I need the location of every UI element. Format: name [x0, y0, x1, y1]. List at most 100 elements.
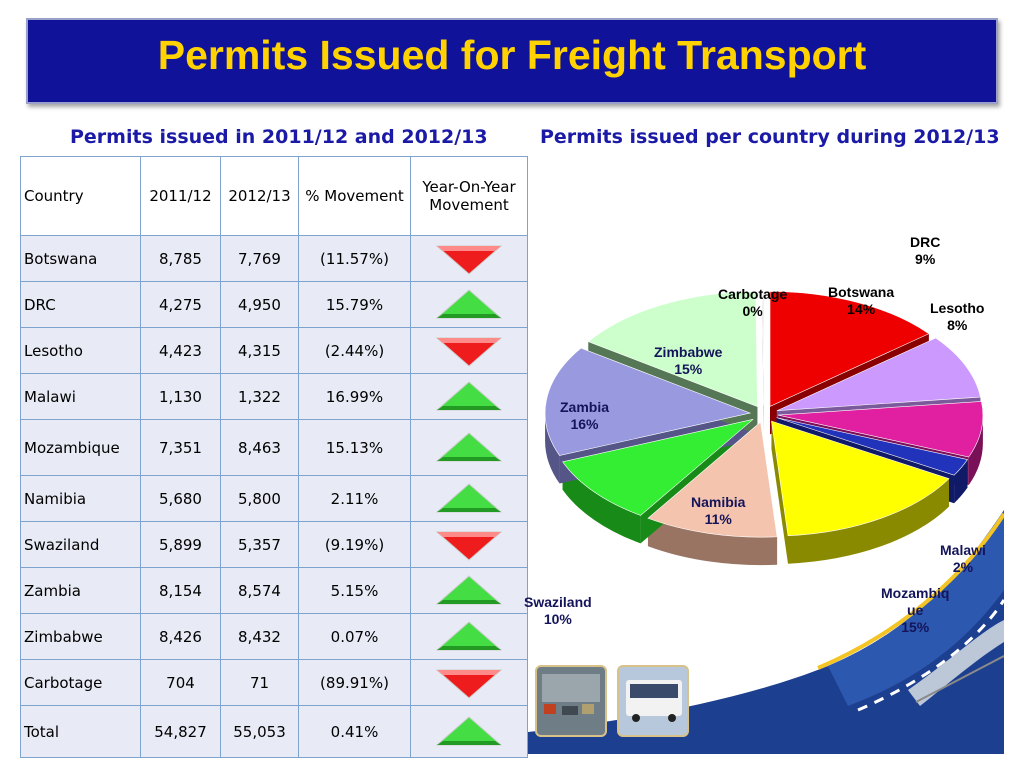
pie-label-carbotage-pct: 0% [742, 303, 763, 319]
pie-side-lesotho [968, 415, 983, 486]
trend-cell [410, 521, 528, 568]
up-arrow-icon [435, 574, 503, 604]
pie-label-lesotho: Lesotho 8% [930, 300, 984, 334]
table-title: Permits issued in 2011/12 and 2012/13 [70, 126, 488, 148]
page-title: Permits Issued for Freight Transport [157, 32, 867, 78]
value-2011-12: 5,680 [140, 475, 221, 522]
percent-movement: 15.13% [298, 419, 411, 476]
pie-chart-title: Permits issued per country during 2012/1… [540, 126, 1000, 148]
pie-label-namibia-pct: 11% [704, 511, 732, 527]
pie-slice-drc [776, 337, 981, 412]
table-row: Lesotho 4,423 4,315 (2.44%) [20, 327, 528, 374]
trend-cell [410, 705, 528, 758]
value-2012-13: 8,432 [220, 613, 299, 660]
value-2011-12: 8,426 [140, 613, 221, 660]
down-arrow-icon [435, 245, 503, 275]
pie-label-zambia-pct: 16% [570, 416, 599, 432]
value-2012-13: 7,769 [220, 235, 299, 282]
pie-label-drc-pct: 9% [915, 251, 936, 267]
table-row: Zimbabwe 8,426 8,432 0.07% [20, 613, 528, 660]
trend-cell [410, 327, 528, 374]
country-cell: DRC [20, 281, 141, 328]
country-cell: Lesotho [20, 327, 141, 374]
pie-slice-namibia [647, 421, 778, 538]
table-row: DRC 4,275 4,950 15.79% [20, 281, 528, 328]
pie-label-botswana-name: Botswana [828, 284, 895, 300]
percent-movement: 0.07% [298, 613, 411, 660]
value-2011-12: 704 [140, 659, 221, 706]
value-2011-12: 4,275 [140, 281, 221, 328]
country-cell: Zimbabwe [20, 613, 141, 660]
table-row: Zambia 8,154 8,574 5.15% [20, 567, 528, 614]
value-2012-13: 5,357 [220, 521, 299, 568]
percent-movement: 0.41% [298, 705, 411, 758]
pie-label-zimbabwe: Zimbabwe 15% [654, 344, 722, 378]
country-cell: Zambia [20, 567, 141, 614]
pie-side-namibia [647, 518, 778, 566]
value-2012-13: 71 [220, 659, 299, 706]
pie-label-malawi-name: Malawi [940, 542, 986, 558]
down-arrow-icon [435, 531, 503, 561]
table-row: Total 54,827 55,053 0.41% [20, 705, 528, 758]
value-2012-13: 8,463 [220, 419, 299, 476]
down-arrow-icon [435, 669, 503, 699]
pie-label-botswana: Botswana 14% [828, 284, 894, 318]
trend-cell [410, 373, 528, 420]
value-2011-12: 8,785 [140, 235, 221, 282]
header-2011-12: 2011/12 [140, 156, 221, 236]
pie-label-lesotho-name: Lesotho [930, 300, 985, 316]
pie-label-drc-name: DRC [910, 234, 941, 250]
pie-label-mozambique-pct: 15% [901, 619, 930, 635]
pie-chart: Carbotage 0% Botswana 14% DRC 9% Lesotho… [524, 156, 998, 676]
value-2011-12: 54,827 [140, 705, 221, 758]
pie-label-carbotage: Carbotage 0% [718, 286, 787, 320]
country-cell: Carbotage [20, 659, 141, 706]
trend-cell [410, 419, 528, 476]
pie-label-drc: DRC 9% [910, 234, 940, 268]
pie-wall-mozambique-1 [771, 421, 789, 564]
table-row: Namibia 5,680 5,800 2.11% [20, 475, 528, 522]
pie-label-swaziland: Swaziland 10% [524, 594, 592, 628]
country-cell: Mozambique [20, 419, 141, 476]
up-arrow-icon [435, 620, 503, 650]
table-row: Carbotage 704 71 (89.91%) [20, 659, 528, 706]
table-row: Swaziland 5,899 5,357 (9.19%) [20, 521, 528, 568]
pie-slice-lesotho [777, 401, 984, 458]
pie-slice-zambia [544, 347, 752, 456]
up-arrow-icon [435, 715, 503, 745]
trend-cell [410, 613, 528, 660]
percent-movement: 5.15% [298, 567, 411, 614]
pie-side-mozambique [788, 478, 949, 564]
value-2012-13: 1,322 [220, 373, 299, 420]
value-2011-12: 5,899 [140, 521, 221, 568]
up-arrow-icon [435, 431, 503, 461]
table-row: Malawi 1,130 1,322 16.99% [20, 373, 528, 420]
pie-label-zambia: Zambia 16% [560, 399, 609, 433]
pie-slice-mozambique [771, 420, 950, 537]
percent-movement: (2.44%) [298, 327, 411, 374]
down-arrow-icon [435, 337, 503, 367]
pie-slice-carbotage [761, 290, 765, 406]
table-header-row: Country 2011/12 2012/13 % Movement Year-… [20, 156, 528, 236]
value-2012-13: 55,053 [220, 705, 299, 758]
permits-table: Country 2011/12 2012/13 % Movement Year-… [20, 156, 528, 758]
pie-label-mozambique: Mozambiq ue 15% [881, 585, 949, 636]
percent-movement: 2.11% [298, 475, 411, 522]
value-2012-13: 4,315 [220, 327, 299, 374]
pie-slice-botswana [769, 291, 930, 407]
pie-label-namibia-name: Namibia [691, 494, 746, 510]
up-arrow-icon [435, 380, 503, 410]
pie-slice-zimbabwe [587, 291, 758, 408]
trend-cell [410, 281, 528, 328]
value-2012-13: 5,800 [220, 475, 299, 522]
trend-cell [410, 567, 528, 614]
percent-movement: (11.57%) [298, 235, 411, 282]
value-2011-12: 1,130 [140, 373, 221, 420]
percent-movement: 15.79% [298, 281, 411, 328]
pie-label-zimbabwe-pct: 15% [674, 361, 703, 377]
header-percent-movement: % Movement [298, 156, 411, 236]
decorative-background [528, 510, 1004, 754]
pie-label-malawi-pct: 2% [952, 559, 974, 575]
table-row: Botswana 8,785 7,769 (11.57%) [20, 235, 528, 282]
pie-label-swaziland-pct: 10% [543, 611, 572, 627]
